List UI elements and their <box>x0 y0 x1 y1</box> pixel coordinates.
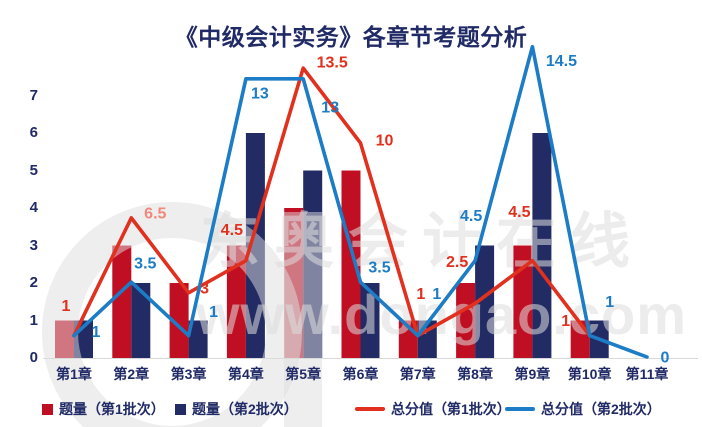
x-label-第11章: 第11章 <box>625 366 669 382</box>
x-label-第10章: 第10章 <box>567 366 612 382</box>
y-tick-3: 3 <box>29 236 38 254</box>
watermark-d-stem-icon <box>284 212 322 427</box>
chart-title: 《中级会计实务》各章节考题分析 <box>174 24 528 50</box>
legend-label: 题量（第2批次） <box>192 401 298 417</box>
y-tick-6: 6 <box>29 124 38 141</box>
bar-batch2-第2章 <box>131 283 151 358</box>
x-label-第2章: 第2章 <box>113 366 150 382</box>
lines-layer <box>72 44 649 359</box>
value-labels-layer: 16.534.513.51012.54.5113.5113133.514.514… <box>62 53 670 366</box>
bar-batch1-swatch-icon <box>42 403 53 415</box>
value-label-batch1-第8章: 2.5 <box>446 254 468 271</box>
value-label-batch1-第2章: 6.5 <box>144 205 166 222</box>
y-tick-2: 2 <box>29 274 38 291</box>
bar-batch2-第9章 <box>532 133 552 358</box>
x-label-第4章: 第4章 <box>227 366 264 382</box>
x-label-第6章: 第6章 <box>342 366 379 382</box>
x-label-第5章: 第5章 <box>285 366 322 382</box>
line-batch1-swatch-icon <box>355 407 385 411</box>
bar-batch1-第9章 <box>513 245 533 358</box>
y-tick-5: 5 <box>29 161 38 179</box>
value-label-batch2-第4章: 13 <box>251 85 269 102</box>
legend-label: 总分值（第1批次） <box>391 401 511 417</box>
value-label-batch1-第4章: 4.5 <box>221 222 243 239</box>
bar-batch1-第2章 <box>112 245 132 358</box>
y-tick-0: 0 <box>29 349 38 366</box>
value-label-batch1-第10章: 1 <box>561 313 570 330</box>
legend-item-line-batch1: 总分值（第1批次） <box>355 399 511 419</box>
line-batch1 <box>72 66 592 338</box>
value-label-batch2-第9章: 14.5 <box>546 53 577 70</box>
x-label-第8章: 第8章 <box>457 366 493 382</box>
value-label-batch1-第7章: 1 <box>416 286 425 303</box>
value-label-batch2-第8章: 4.5 <box>460 208 482 225</box>
value-label-batch2-第1章: 1 <box>92 324 101 341</box>
value-label-batch2-第10章: 1 <box>605 294 614 311</box>
bar-batch2-swatch-icon <box>175 403 186 415</box>
value-label-batch1-第6章: 10 <box>376 133 394 150</box>
value-label-batch1-第3章: 3 <box>200 280 209 297</box>
value-label-batch2-第11章: 0 <box>661 350 670 367</box>
bar-batch1-第8章 <box>456 283 476 358</box>
value-label-batch1-第9章: 4.5 <box>508 204 530 221</box>
bar-batch2-第8章 <box>475 245 495 358</box>
value-label-batch1-第1章: 1 <box>62 298 71 315</box>
value-label-batch2-第6章: 3.5 <box>368 260 390 277</box>
watermark-text-line2: www.dongao.com <box>195 283 687 346</box>
chart-legend: 题量（第1批次） 题量（第2批次） 总分值（第1批次） 总分值（第2批次） <box>0 399 702 421</box>
line-batch2 <box>72 44 649 359</box>
legend-item-bar-batch2: 题量（第2批次） <box>175 399 298 419</box>
value-label-batch2-第5章: 13 <box>321 99 339 116</box>
bar-batch2-第6章 <box>360 283 380 358</box>
x-label-第3章: 第3章 <box>170 366 207 382</box>
x-label-第9章: 第9章 <box>514 366 551 382</box>
bar-batch1-第4章 <box>226 245 246 358</box>
bar-batch2-第3章 <box>188 320 208 358</box>
value-label-batch2-第3章: 1 <box>209 304 218 321</box>
y-tick-4: 4 <box>29 199 38 216</box>
value-label-batch1-第5章: 13.5 <box>317 55 348 72</box>
value-label-batch2-第7章: 1 <box>432 286 441 303</box>
y-tick-1: 1 <box>29 311 38 329</box>
y-tick-7: 7 <box>29 86 38 104</box>
watermark-text-line1: 东奥会计在线 <box>200 208 644 275</box>
legend-item-line-batch2: 总分值（第2批次） <box>505 399 661 419</box>
bar-batch1-第6章 <box>341 170 361 358</box>
legend-item-bar-batch1: 题量（第1批次） <box>42 399 165 419</box>
line-batch2-swatch-icon <box>505 407 535 411</box>
x-label-第7章: 第7章 <box>399 366 436 382</box>
watermark: 东奥会计在线 www.dongao.com <box>42 202 687 427</box>
x-label-第1章: 第1章 <box>56 366 92 382</box>
bar-batch1-第3章 <box>169 283 189 358</box>
legend-label: 总分值（第2批次） <box>541 401 661 417</box>
legend-label: 题量（第1批次） <box>59 401 165 417</box>
value-label-batch2-第2章: 3.5 <box>134 256 156 273</box>
